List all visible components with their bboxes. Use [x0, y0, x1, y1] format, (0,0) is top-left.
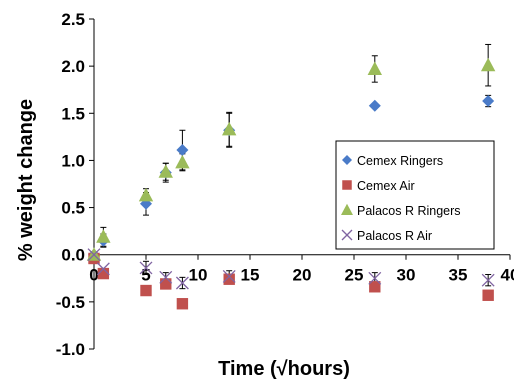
legend-item-cemex-air: Cemex Air — [342, 179, 415, 193]
data-point-x-stroke-b — [368, 271, 382, 285]
x-tick-label: 30 — [397, 266, 416, 285]
legend-item-palacos-r-ringers: Palacos R Ringers — [341, 203, 461, 218]
data-point-square — [176, 298, 189, 310]
data-point-triangle — [222, 121, 237, 136]
x-tick-label: 5 — [141, 266, 150, 285]
x-tick-label: 20 — [293, 266, 312, 285]
legend-marker-triangle — [341, 203, 353, 215]
data-point-square — [369, 281, 381, 293]
y-tick-label: 0.0 — [61, 246, 85, 265]
y-tick-label: -0.5 — [56, 293, 85, 312]
data-point-x-stroke-b — [481, 273, 495, 287]
y-tick-label: 2.0 — [61, 57, 85, 76]
legend-symbol-x-stroke-b — [341, 229, 353, 241]
x-tick-label: 0 — [89, 266, 98, 285]
data-point-triangle — [158, 164, 173, 178]
data-point-x-stroke-b — [175, 276, 189, 290]
data-point-x-stroke-b — [96, 262, 110, 276]
y-tick-label: -1.0 — [56, 340, 85, 359]
legend-symbol-diamond — [342, 155, 352, 165]
legend-marker-square — [342, 180, 352, 190]
x-axis-title: Time (√hours) — [218, 358, 350, 380]
legend-marker-x — [341, 229, 353, 241]
data-point-triangle — [175, 154, 190, 169]
data-point-x — [222, 269, 236, 283]
data-point-square — [160, 278, 172, 290]
y-tick-label: 1.0 — [61, 151, 85, 170]
data-point-x — [159, 270, 173, 284]
legend-label-cemex-ringers: Cemex Ringers — [357, 154, 443, 168]
legend-label-palacos-r-ringers: Palacos R Ringers — [357, 204, 461, 218]
legend-symbol-square — [342, 180, 352, 190]
data-point-x-stroke-b — [159, 270, 173, 284]
data-point-x — [139, 261, 153, 275]
data-point-diamond — [482, 95, 495, 108]
data-point-square — [223, 273, 235, 285]
legend-item-palacos-r-air: Palacos R Air — [341, 229, 432, 243]
data-point-triangle — [367, 61, 382, 75]
data-point-x — [175, 276, 189, 290]
data-point-x — [96, 262, 110, 276]
data-point-diamond — [176, 144, 189, 157]
data-point-triangle — [138, 187, 154, 202]
points-layer — [86, 57, 496, 310]
legend: Cemex Ringers Cemex Air Palacos R Ringer… — [335, 140, 495, 250]
data-point-square — [482, 289, 494, 301]
x-tick-label: 35 — [449, 266, 468, 285]
legend-symbol-triangle — [341, 203, 353, 215]
legend-label-palacos-r-air: Palacos R Air — [357, 229, 432, 243]
legend-box — [335, 140, 495, 250]
x-tick-label: 15 — [241, 266, 260, 285]
x-tick-label: 10 — [189, 266, 208, 285]
data-point-x-stroke-b — [222, 269, 236, 283]
legend-label-cemex-air: Cemex Air — [357, 179, 415, 193]
y-axis-title: % weight change — [15, 99, 37, 261]
legend-marker-diamond — [342, 155, 352, 165]
legend-item-cemex-ringers: Cemex Ringers — [342, 154, 443, 168]
data-point-square — [97, 267, 110, 280]
y-tick-label: 2.5 — [61, 10, 85, 29]
data-point-square — [140, 284, 152, 297]
y-tick-label: 1.5 — [61, 104, 85, 123]
data-point-x — [368, 271, 382, 285]
legend-symbol-x — [341, 229, 353, 241]
data-point-triangle — [480, 57, 496, 72]
data-point-x-stroke-b — [139, 261, 153, 275]
y-tick-label: 0.5 — [61, 199, 85, 218]
data-point-x-stroke-b — [87, 248, 101, 262]
axes-layer: -1.0 -0.5 0.0 0.5 1.0 1.5 2.0 2.5 0 5 10 15 20 25 30 35… — [56, 10, 514, 359]
x-tick-label: 40 — [501, 266, 514, 285]
data-point-x — [481, 273, 495, 287]
data-point-x — [87, 248, 101, 262]
x-tick-label: 25 — [345, 266, 364, 285]
data-point-diamond — [368, 99, 381, 112]
data-point-triangle — [96, 229, 111, 243]
